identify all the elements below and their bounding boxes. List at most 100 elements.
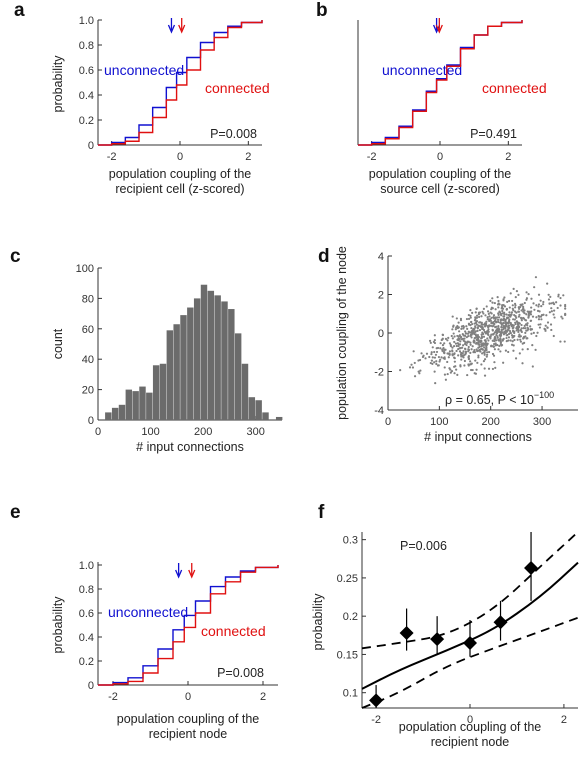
panel-f-y-label: probability [311,593,325,651]
panel-d-point [456,373,459,376]
panel-d-point [483,346,486,349]
panel-d-point [504,318,507,321]
panel-d-point [419,369,422,372]
panel-d-ytick-label: 0 [378,328,384,340]
panel-e-x-label-line1: population coupling of the [117,712,260,726]
panel-d-point [514,315,517,318]
panel-d-point [539,299,542,302]
panel-d-point [453,360,456,363]
panel-d-point [502,337,505,340]
panel-d-point [483,358,487,361]
panel-d-point [515,316,518,319]
panel-d-point [492,345,495,348]
panel-d-point [455,368,458,371]
panel-d-point [539,315,543,318]
panel-d-point [434,353,438,356]
panel-d-point [507,327,510,331]
panel-d-point [553,309,556,312]
panel-d-point [520,319,523,322]
panel-d-point [520,323,523,327]
panel-d-point [549,295,552,298]
panel-d-point [447,356,450,359]
panel-d-point [449,345,453,348]
panel-d-point [469,360,472,363]
panel-d-point [530,332,533,335]
panel-d-point [477,356,480,359]
panel-d-point [552,334,555,338]
panel-d-point [542,300,545,304]
panel-d-point [491,322,495,325]
panel-d-point [494,366,497,369]
panel-d-point [483,367,486,370]
panel-b-series-connected [358,20,523,146]
panel-d-point [466,373,469,377]
panel-d-point [477,315,481,319]
panel-e-ytick-label: 0.8 [79,584,94,596]
panel-d-point [455,344,458,348]
panel-d-point [478,348,481,352]
panel-d-point [500,329,503,332]
panel-c-bar [173,324,180,420]
panel-d-point [486,316,489,319]
panel-d-point [480,325,483,328]
panel-d-point [483,330,486,334]
panel-d-point [521,348,524,351]
panel-d-point [452,325,455,328]
panel-d-point [530,297,533,300]
panel-d-point [530,310,533,313]
panel-c-bar [255,400,262,420]
panel-e-series-unconnected [98,565,279,686]
panel-d-correlation-exponent: −100 [534,390,554,400]
panel-e-xtick-label: 2 [260,691,266,703]
panel-d-point [482,335,486,338]
panel-b-p-value: P=0.491 [470,127,517,141]
panel-d-point [481,348,484,351]
panel-d-point [431,356,434,359]
panel-d-point [431,346,434,349]
panel-d-point [487,367,491,370]
panel-d-point [514,322,517,326]
panel-d-point [481,327,485,331]
panel-f-xtick-label: 0 [467,714,473,726]
panel-d-point [441,338,444,341]
panel-d-point [446,339,449,342]
panel-d-point [477,354,480,357]
panel-d-point [517,315,521,318]
panel-d-point [469,309,472,312]
panel-d-point [498,344,501,347]
panel-d-point [462,334,465,337]
panel-d-point [473,349,476,352]
panel-d-point [475,323,479,326]
panel-d-point [497,306,500,309]
panel-d-point [503,315,506,318]
panel-d-point [457,344,460,348]
panel-d-point [467,322,471,325]
panel-b-arrow-unconnected-head [432,24,441,34]
panel-d-point [441,333,445,337]
panel-d-ytick-label: -2 [374,367,384,379]
panel-d-point [511,323,514,327]
panel-f-ytick-label: 0.2 [343,611,358,623]
panel-d-point [508,306,511,309]
panel-d-point [485,305,488,308]
panel-d-point [452,344,456,348]
panel-d-point [536,331,539,334]
panel-d-point [495,339,498,342]
panel-d-point [494,308,497,311]
panel-d-point [475,316,479,319]
panel-d-point [559,296,562,300]
panel-d-point [430,351,433,354]
panel-d-point [485,347,488,350]
panel-d-point [507,332,511,336]
panel-c-bar [228,309,235,420]
panel-d-point [491,297,494,300]
panel-d-point [548,311,551,314]
panel-d-point [498,311,502,314]
panel-d-point [537,303,541,306]
panel-d-point [491,339,494,342]
panel-c-bar [125,389,133,420]
panel-d-point [504,349,508,352]
panel-d-point [493,301,496,305]
panel-d-point [465,325,468,328]
panel-e-series-connected [98,565,279,686]
